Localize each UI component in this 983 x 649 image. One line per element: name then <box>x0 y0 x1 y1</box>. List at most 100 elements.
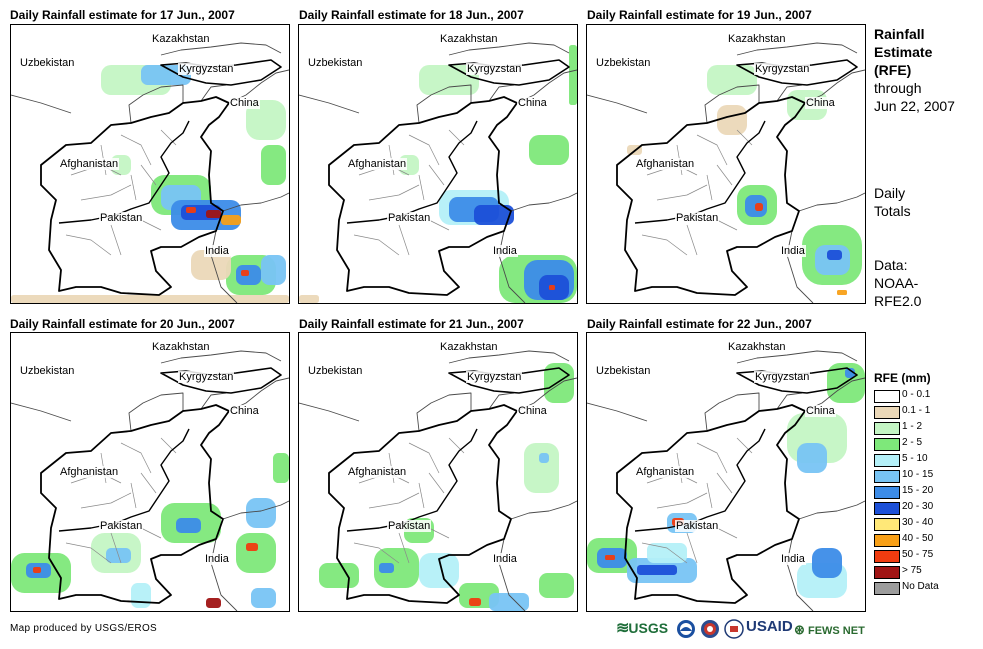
rainfall-cell <box>246 498 276 528</box>
province-line <box>160 129 177 146</box>
legend-label: 50 - 75 <box>902 549 934 560</box>
map-frame: Kazakhstan Kyrgyzstan Uzbekistan China Afgha… <box>10 332 290 612</box>
province-line <box>448 437 465 454</box>
rainfall-cell <box>569 45 577 105</box>
data-source-text: Data: NOAA- RFE2.0 <box>874 256 921 310</box>
usaid-seal-icon <box>724 619 744 639</box>
province-line <box>418 174 425 201</box>
boundary-line <box>128 84 184 124</box>
province-line <box>428 527 450 539</box>
province-line <box>696 134 728 166</box>
province-line <box>368 492 420 509</box>
data-line: Data: <box>874 257 908 273</box>
data-line: NOAA- <box>874 275 919 291</box>
boundary-line <box>299 350 570 422</box>
legend-label: > 75 <box>902 565 922 576</box>
boundary-line <box>704 392 760 432</box>
side-title: Rainfall Estimate (RFE) through Jun 22, … <box>874 25 955 115</box>
boundary-line <box>299 42 570 114</box>
rainfall-cell <box>489 593 529 611</box>
country-label-pakistan: Pakistan <box>99 212 144 224</box>
province-line <box>686 224 698 256</box>
country-label-afghanistan: Afghanistan <box>635 466 696 478</box>
legend-label: 40 - 50 <box>902 533 934 544</box>
rainfall-cell <box>469 598 481 606</box>
rainfall-cell <box>529 135 569 165</box>
side-date: Jun 22, 2007 <box>874 98 955 114</box>
boundary-line <box>11 350 282 422</box>
boundary-line <box>587 350 858 422</box>
country-label-kyrgyzstan: Kyrgyzstan <box>466 63 523 75</box>
province-line <box>408 442 440 474</box>
legend-swatch <box>874 406 900 419</box>
country-label-kazakhstan: Kazakhstan <box>151 341 211 353</box>
rainfall-cell <box>206 598 221 608</box>
country-label-kyrgyzstan: Kyrgyzstan <box>178 371 235 383</box>
province-line <box>706 482 713 509</box>
rainfall-cell <box>251 588 276 608</box>
boundary-line <box>328 96 518 296</box>
country-label-china: China <box>517 97 548 109</box>
boundary-line <box>40 96 230 296</box>
legend-label: No Data <box>902 581 939 592</box>
country-label-pakistan: Pakistan <box>387 212 432 224</box>
rainfall-cell <box>186 207 196 213</box>
rainfall-cell <box>605 555 615 560</box>
rainfall-map <box>299 350 577 611</box>
rainfall-map <box>11 350 289 611</box>
usaid-logo: USAID <box>746 618 793 635</box>
boundary-line <box>210 192 289 303</box>
rainfall-cell <box>717 105 747 135</box>
rainfall-cell <box>647 543 687 563</box>
country-label-kyrgyzstan: Kyrgyzstan <box>178 63 235 75</box>
rainfall-cell <box>419 553 459 588</box>
country-label-india: India <box>204 245 230 257</box>
legend-label: 5 - 10 <box>902 453 928 464</box>
rainfall-cell <box>379 563 394 573</box>
rainfall-cell <box>319 563 359 588</box>
boundary-line <box>328 404 518 604</box>
panel-title: Daily Rainfall estimate for 19 Jun., 200… <box>587 8 812 22</box>
province-line <box>130 482 137 509</box>
country-label-uzbekistan: Uzbekistan <box>307 57 364 69</box>
legend-label: 15 - 20 <box>902 485 934 496</box>
rainfall-cell <box>261 255 286 285</box>
legend-swatch <box>874 550 900 563</box>
side-through: through <box>874 80 922 96</box>
legend-label: 1 - 2 <box>902 421 923 432</box>
daily-line: Daily <box>874 185 906 201</box>
country-label-kazakhstan: Kazakhstan <box>439 341 499 353</box>
rainfall-cell <box>206 210 221 218</box>
province-line <box>140 164 157 186</box>
province-line <box>686 532 698 564</box>
province-line <box>641 542 688 564</box>
rainfall-cell <box>131 583 151 608</box>
rainfall-cell <box>812 548 842 578</box>
province-line <box>140 527 162 539</box>
legend-swatch <box>874 582 900 595</box>
panel-title: Daily Rainfall estimate for 20 Jun., 200… <box>10 317 235 331</box>
fewsnet-logo-text: FEWS NET <box>807 625 865 637</box>
province-line <box>353 234 400 256</box>
map-frame: Kazakhstan Kyrgyzstan Uzbekistan China Afgha… <box>586 332 866 612</box>
seal-logo-icon <box>701 620 719 638</box>
map-frame: Kazakhstan Kyrgyzstan Uzbekistan China Afgha… <box>10 24 290 304</box>
side-title-line: Rainfall <box>874 26 925 42</box>
rainfall-cell <box>236 533 276 573</box>
boundary-line <box>128 392 184 432</box>
legend-label: 0.1 - 1 <box>902 405 931 416</box>
province-line <box>716 527 738 539</box>
province-line <box>140 472 157 494</box>
legend-label: 30 - 40 <box>902 517 934 528</box>
legend-swatch <box>874 534 900 547</box>
province-line <box>716 164 733 186</box>
boundary-line <box>616 404 806 604</box>
legend-label: 2 - 5 <box>902 437 923 448</box>
country-label-kazakhstan: Kazakhstan <box>727 341 787 353</box>
map-frame: Kazakhstan Kyrgyzstan Uzbekistan China Afgha… <box>298 24 578 304</box>
panel-title: Daily Rainfall estimate for 22 Jun., 200… <box>587 317 812 331</box>
rainfall-cell <box>524 443 559 493</box>
province-line <box>65 234 112 256</box>
rainfall-cell <box>837 290 847 295</box>
province-line <box>80 184 132 201</box>
